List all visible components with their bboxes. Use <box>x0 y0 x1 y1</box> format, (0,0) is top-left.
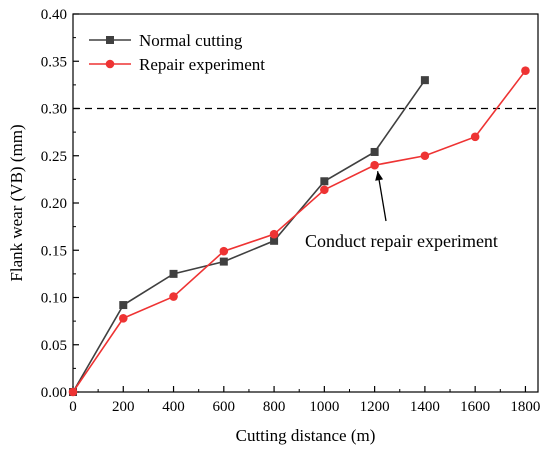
x-tick-label: 1000 <box>309 399 339 415</box>
data-point-normal <box>219 257 228 266</box>
legend-label-2: Repair experiment <box>139 55 265 74</box>
annotation-arrowhead <box>375 171 384 181</box>
x-tick-label: 600 <box>213 399 236 415</box>
x-tick-label: 800 <box>263 399 286 415</box>
legend-label-1: Normal cutting <box>139 31 243 50</box>
x-tick-label: 1600 <box>460 399 490 415</box>
data-point-repair <box>470 132 480 142</box>
legend-marker-circle <box>105 59 115 69</box>
x-axis-label: Cutting distance (m) <box>236 426 376 445</box>
y-tick-label: 0.00 <box>41 385 67 401</box>
data-point-normal <box>320 177 329 186</box>
data-point-repair <box>320 185 329 195</box>
series-line-1 <box>72 79 426 393</box>
series-line-2 <box>72 70 527 393</box>
x-tick-label: 1200 <box>360 399 390 415</box>
data-point-repair <box>169 292 178 301</box>
data-point-repair <box>68 387 78 397</box>
y-tick-label: 0.20 <box>41 196 67 212</box>
data-point-repair <box>118 313 128 323</box>
y-tick-label: 0.25 <box>41 149 67 165</box>
data-point-repair <box>420 151 430 161</box>
y-tick-label: 0.10 <box>41 291 67 307</box>
y-tick-label: 0.30 <box>41 102 67 118</box>
y-tick-label: 0.15 <box>41 243 67 259</box>
data-point-normal <box>270 236 279 245</box>
annotation-text: Conduct repair experiment <box>305 231 498 251</box>
x-tick-label: 0 <box>69 399 77 415</box>
y-axis-label: Flank wear (VB) (mm) <box>7 124 26 281</box>
y-tick-label: 0.40 <box>41 7 67 23</box>
x-tick-label: 1800 <box>510 399 540 415</box>
x-tick-label: 1400 <box>410 399 440 415</box>
data-point-repair <box>521 66 530 75</box>
x-tick-label: 200 <box>112 399 135 415</box>
y-tick-label: 0.05 <box>41 338 67 354</box>
data-point-repair <box>370 160 379 170</box>
data-point-normal <box>119 301 128 310</box>
plot-area: 0 200 400 600 800 1000 1200 1400 1600 1800 0.00 0.0… <box>7 7 540 445</box>
y-tick-label: 0.35 <box>41 54 67 70</box>
data-point-normal <box>169 269 178 278</box>
data-point-normal <box>370 147 379 156</box>
data-point-repair <box>219 246 229 256</box>
legend-marker-square <box>106 36 114 44</box>
data-point-normal <box>420 76 429 85</box>
x-tick-label: 400 <box>162 399 185 415</box>
data-point-repair <box>269 229 279 239</box>
